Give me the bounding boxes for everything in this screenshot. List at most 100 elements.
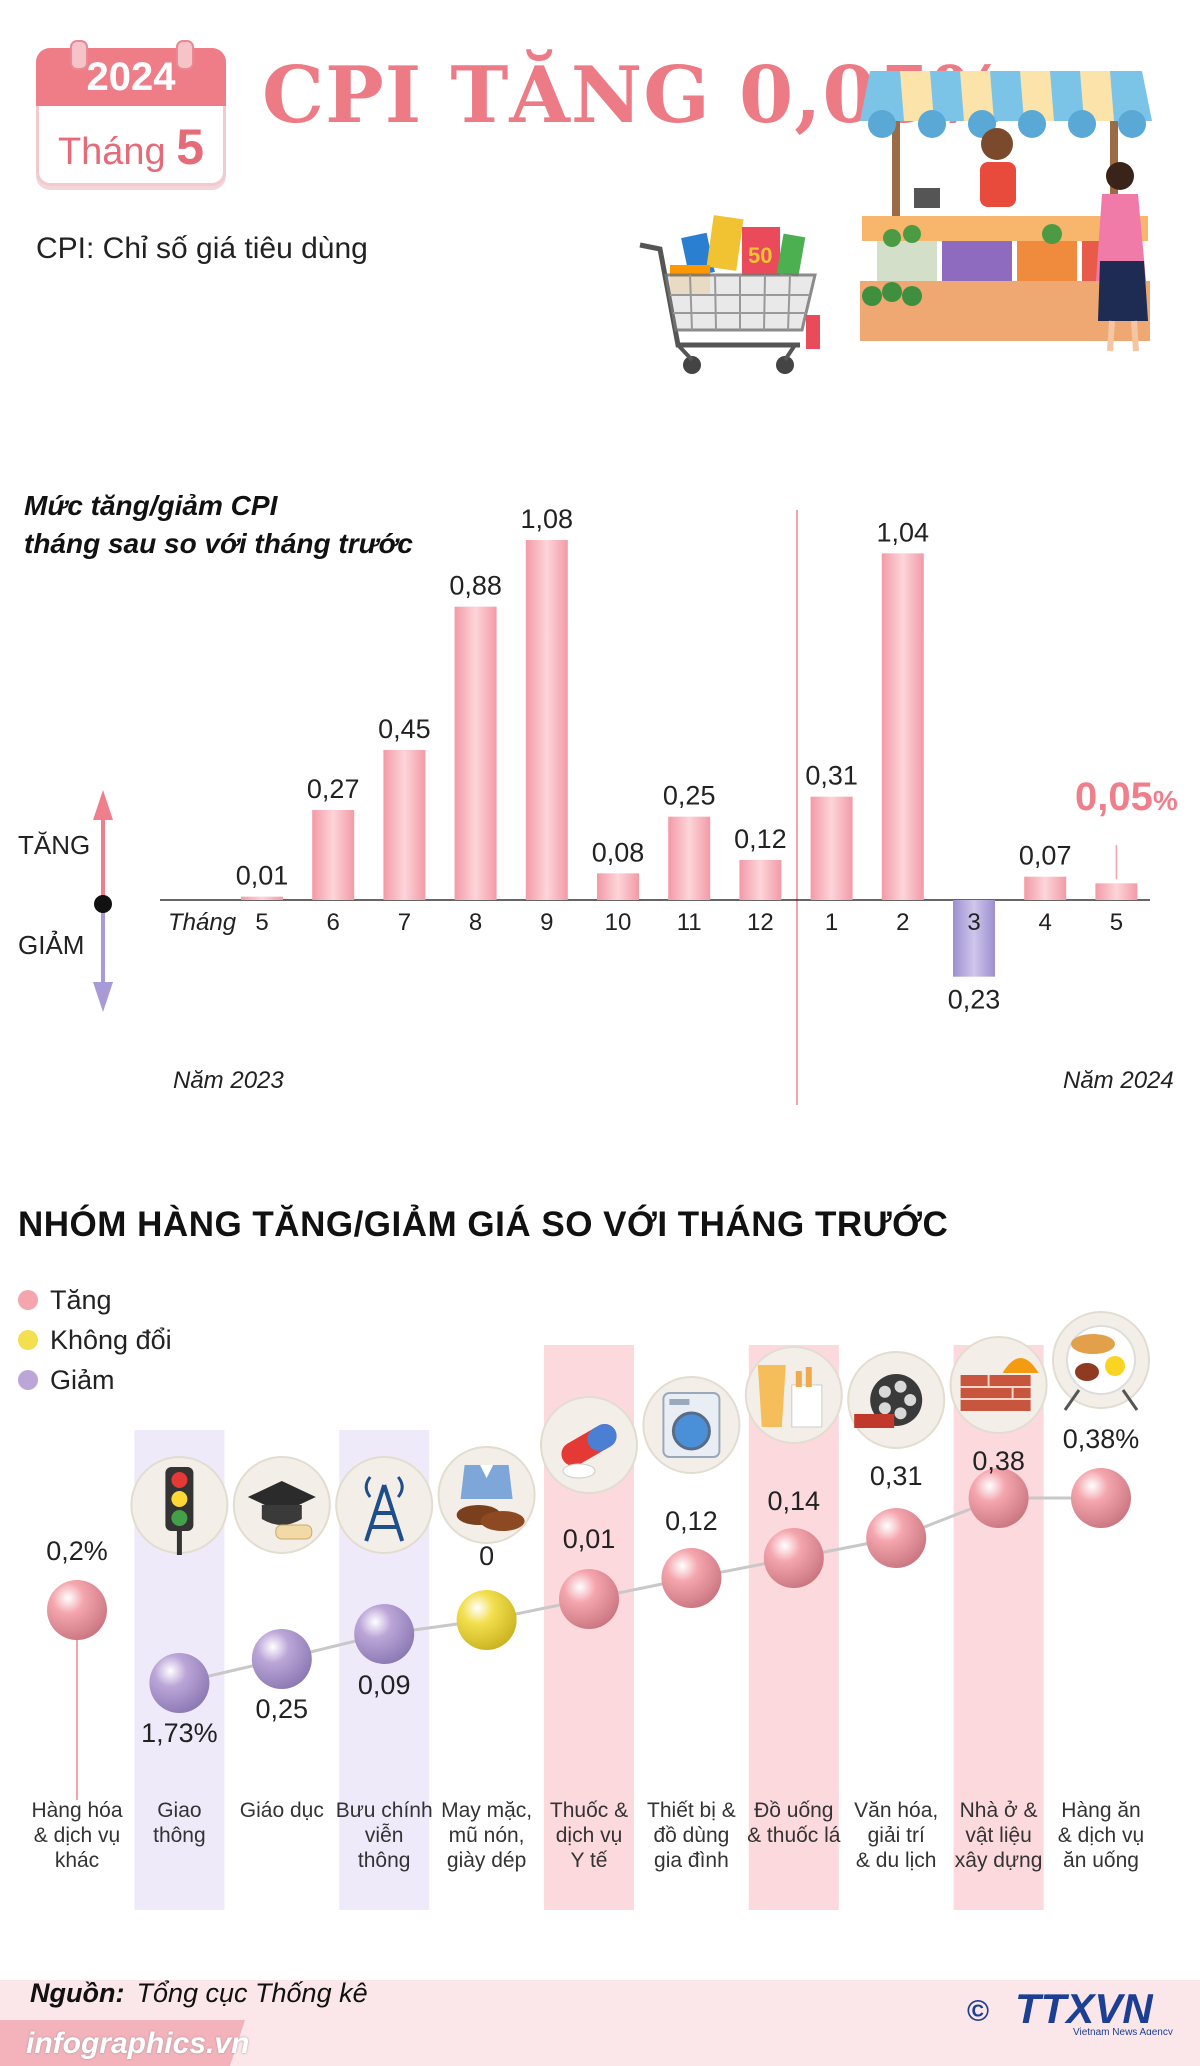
bar-value-label: 0,07 (1019, 841, 1072, 871)
category-label: gia đình (654, 1849, 729, 1872)
category-label: đồ dùng (653, 1824, 729, 1847)
dot-value-label: 0,12 (665, 1506, 718, 1536)
reel-hole (878, 1402, 891, 1415)
value-dot (456, 1590, 517, 1650)
pill-white (562, 1463, 596, 1479)
shopping-cart-icon: 50 (639, 215, 820, 374)
legend-dot-down (18, 1370, 38, 1390)
value-dot (1071, 1468, 1131, 1528)
month-tick-label: 5 (255, 909, 268, 936)
bread (1071, 1334, 1115, 1354)
chart-legend: Tăng Không đổi Giảm (18, 1280, 172, 1400)
increase-label: TĂNG (18, 830, 91, 860)
chart1-title: Mức tăng/giảm CPI tháng sau so với tháng… (24, 487, 413, 563)
bar (312, 810, 355, 900)
category-label: Thuốc & (550, 1799, 628, 1822)
calendar-month-label: Tháng (57, 131, 166, 173)
value-dot (968, 1468, 1029, 1528)
bar-value-label: 0,23 (948, 985, 1001, 1015)
calendar-body (36, 106, 226, 186)
cpi-monthly-bar-chart: Tháng Năm 2023 Năm 2024 5 0,01 6 0,27 7 0,45 8 0,8… (93, 504, 1178, 1105)
bar-value-label: 1,08 (521, 504, 574, 534)
category-label: Hàng ăn (1061, 1799, 1140, 1822)
category-label: giải trí (868, 1824, 925, 1847)
bar-value-label: 0,27 (307, 774, 360, 804)
dot-value-label: 0,38% (1063, 1424, 1140, 1454)
site-label: infographics.vn (26, 2027, 250, 2060)
bar-value-label: 0,31 (805, 761, 858, 791)
brick-lines (960, 1375, 1031, 1400)
month-tick-label: 11 (677, 909, 702, 936)
dot-value-label: 0 (479, 1541, 494, 1571)
value-dot (149, 1653, 210, 1713)
calendar-ring-icon (176, 40, 194, 70)
dot-value-label: 0,01 (563, 1524, 616, 1554)
legend-dot-up (18, 1290, 38, 1310)
dot-value-label: 0,25 (256, 1694, 309, 1724)
traffic-light-green (171, 1510, 188, 1526)
legend-dot-same (18, 1330, 38, 1350)
footer-band (0, 2020, 245, 2066)
fork (1063, 1389, 1081, 1411)
bar-value-label: 0,01 (236, 861, 289, 891)
axis-origin-dot (94, 895, 112, 913)
section2-title: NHÓM HÀNG TĂNG/GIẢM GIÁ SO VỚI THÁNG TRƯ… (18, 1205, 949, 1244)
dot-value-label: 0,38 (972, 1446, 1025, 1476)
value-dot (251, 1629, 312, 1689)
copyright-symbol: © (967, 1995, 989, 2028)
bricks (960, 1375, 1031, 1411)
bar (597, 873, 639, 900)
group-change-dot-chart: 0,2%Hàng hóa& dịch vụkhác1,73%Giaothông0… (31, 1311, 1150, 1910)
category-label: thông (153, 1824, 206, 1847)
film-strip (854, 1414, 895, 1428)
market-stall-icon (860, 71, 1152, 352)
bar-value-label: 0,45 (378, 714, 431, 744)
calendar-month: Tháng 5 (36, 118, 226, 176)
bar (739, 860, 782, 900)
legend-label-same: Không đổi (50, 1325, 172, 1355)
category-label: giày dép (447, 1849, 526, 1872)
legend-label-down: Giảm (50, 1365, 115, 1395)
bar (241, 896, 283, 900)
helmet (1002, 1358, 1039, 1373)
category-label: Nhà ở & (960, 1799, 1038, 1822)
category-label: mũ nón, (449, 1824, 525, 1847)
month-tick-label: 6 (327, 909, 340, 936)
bar (525, 540, 568, 900)
calendar-ring-icon (70, 40, 88, 70)
value-dot (354, 1604, 415, 1664)
category-label: & dịch vụ (34, 1824, 120, 1847)
bar (1095, 883, 1138, 900)
legend-item-down: Giảm (18, 1360, 172, 1400)
category-label: & thuốc lá (747, 1824, 841, 1847)
source-label: Nguồn: (30, 1978, 125, 2008)
bar (668, 816, 711, 900)
category-label: Văn hóa, (854, 1799, 938, 1822)
dot-value-label: 0,2% (46, 1536, 108, 1566)
sausage (1075, 1363, 1099, 1381)
source-value: Tổng cục Thống kê (136, 1978, 368, 2008)
value-dot (559, 1569, 619, 1629)
source-note: Nguồn: Tổng cục Thống kê (30, 1978, 368, 2009)
category-label: Hàng hóa (31, 1799, 122, 1822)
traffic-light-yellow (171, 1491, 188, 1507)
dot-value-label: 0,14 (768, 1486, 821, 1516)
calendar-year: 2024 (86, 55, 176, 99)
traffic-light-red (171, 1472, 188, 1488)
year-2024-label: Năm 2024 (1063, 1067, 1174, 1094)
chart1-title-line1: Mức tăng/giảm CPI (24, 490, 278, 521)
machine-panel (669, 1399, 690, 1405)
cigarette (805, 1367, 812, 1387)
legend-item-up: Tăng (18, 1280, 172, 1320)
bar (953, 900, 995, 977)
drink-glass (757, 1365, 786, 1427)
category-label: Giáo dục (240, 1799, 324, 1822)
capsule-blue (587, 1424, 617, 1451)
bar-value-label: 0,08 (592, 837, 645, 867)
bar-value-label: 0,88 (449, 571, 502, 601)
cigarette-pack (791, 1384, 823, 1428)
month-tick-label: 12 (747, 909, 774, 936)
category-label: & dịch vụ (1058, 1824, 1144, 1847)
reel-hole (894, 1380, 907, 1393)
